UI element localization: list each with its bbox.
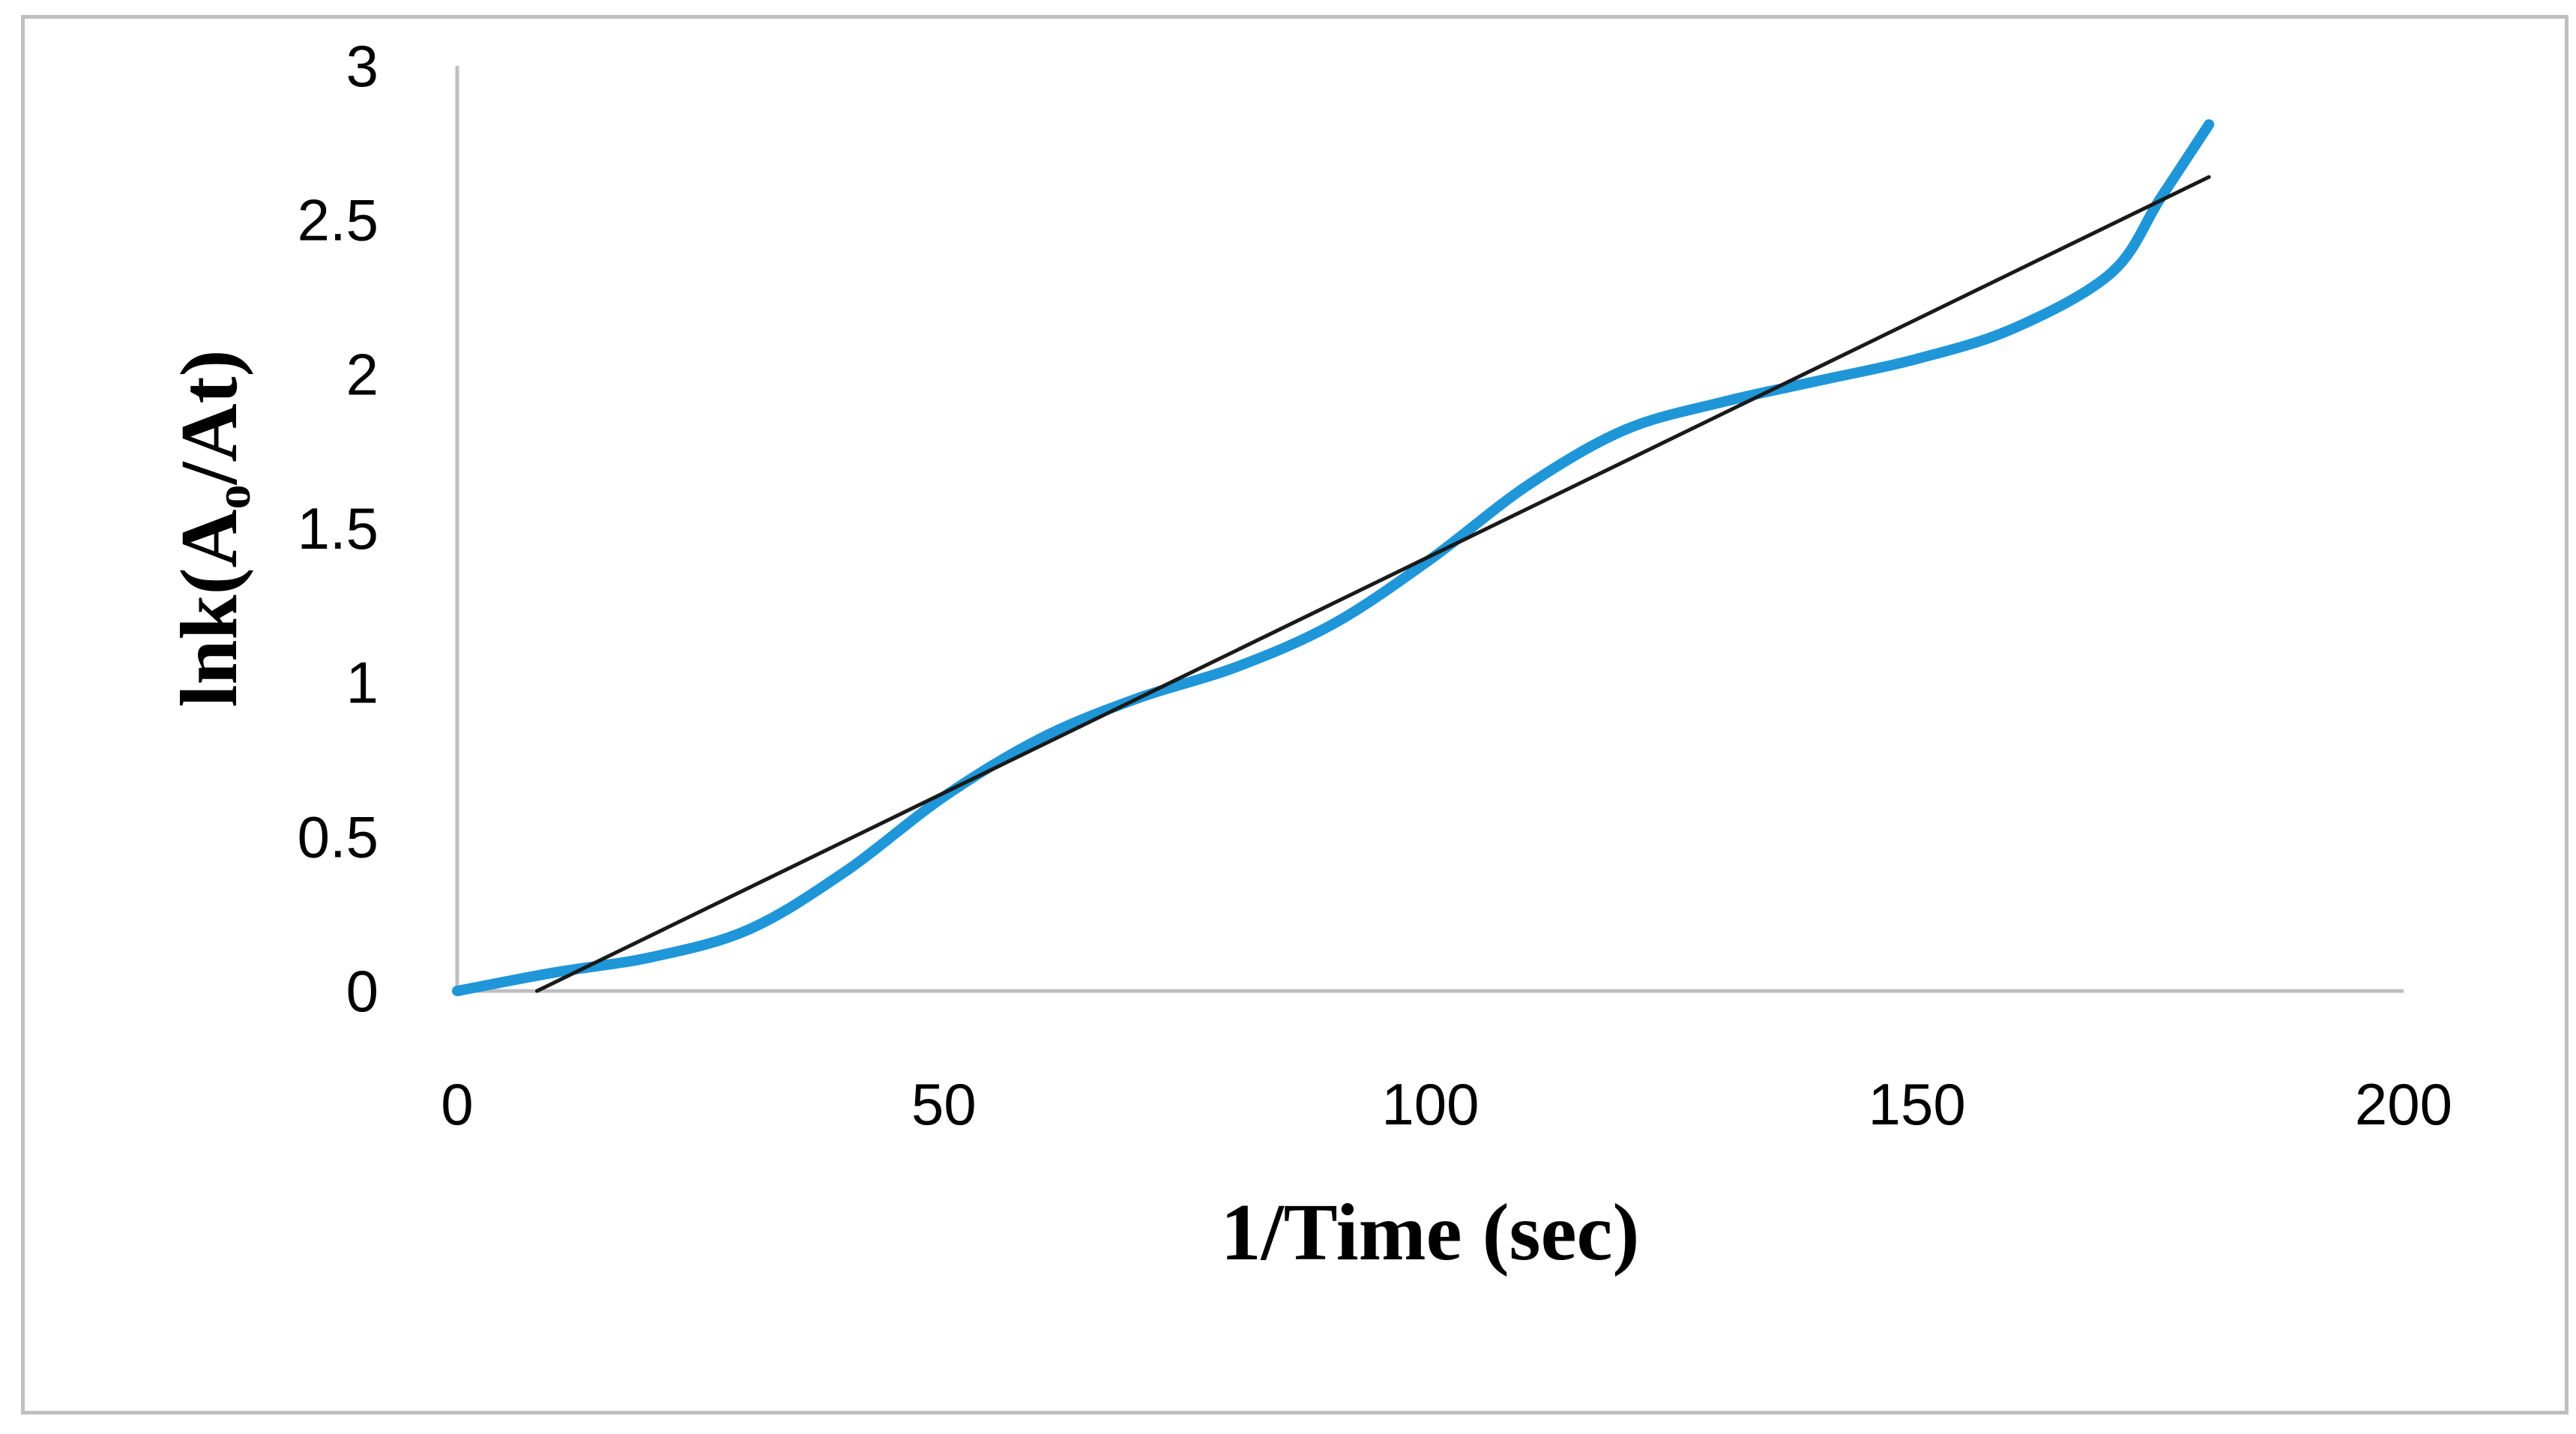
y-tick-label: 1 <box>346 650 378 716</box>
y-tick-label: 2 <box>346 341 378 407</box>
y-tick-label: 0 <box>346 958 378 1024</box>
y-axis-title-post: /At) <box>165 349 254 486</box>
chart-frame <box>21 15 2569 1415</box>
axes <box>455 66 2404 993</box>
y-axis-title-pre: lnk(A <box>165 509 254 707</box>
x-tick-label: 0 <box>441 1071 473 1137</box>
y-axis-title-sub: o <box>206 484 261 509</box>
y-axis-title: lnk(Ao/At) <box>165 349 261 707</box>
x-tick-label: 150 <box>1868 1071 1966 1137</box>
x-tick-label: 100 <box>1381 1071 1479 1137</box>
x-tick-label: 50 <box>911 1071 977 1137</box>
y-tick-label: 1.5 <box>298 495 378 561</box>
y-tick-label: 2.5 <box>298 187 378 253</box>
trendline <box>534 175 2211 993</box>
x-tick-labels: 0 50 100 150 200 <box>441 1071 2452 1137</box>
y-tick-labels: 0 0.5 1 1.5 2 2.5 3 <box>298 33 378 1024</box>
y-tick-label: 3 <box>346 33 378 99</box>
x-axis-title: 1/Time (sec) <box>1221 1188 1640 1277</box>
y-tick-label: 0.5 <box>298 804 378 870</box>
plot-area <box>452 119 2215 996</box>
x-tick-label: 200 <box>2355 1071 2452 1137</box>
data-series-line <box>452 119 2215 996</box>
